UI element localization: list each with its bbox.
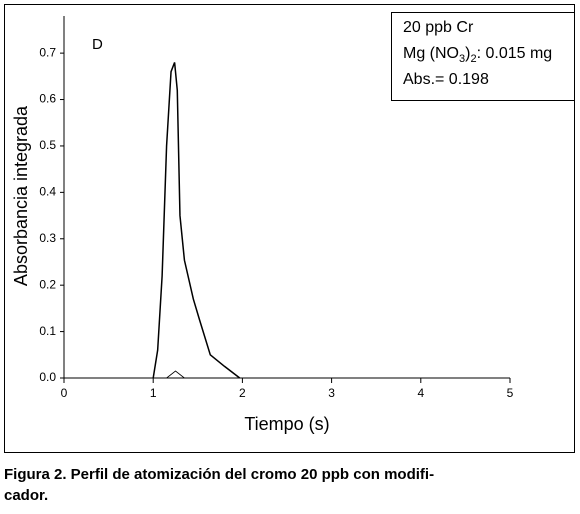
annotation: Mg (NO3)2: 0.015 mg — [403, 45, 552, 65]
y-axis-label: Absorbancia integrada — [11, 105, 31, 286]
y-tick-label: 0.4 — [39, 185, 56, 199]
panel-label: D — [92, 36, 103, 53]
y-tick-label: 0.2 — [39, 277, 56, 291]
x-tick-label: 2 — [239, 386, 246, 400]
y-tick-label: 0.0 — [39, 370, 56, 384]
annotation-part: Mg (NO — [403, 45, 459, 62]
annotation-part: 2 — [470, 53, 476, 65]
x-tick-label: 1 — [150, 386, 157, 400]
data-line — [166, 370, 185, 379]
caption: cador. — [4, 487, 48, 504]
y-tick-label: 0.3 — [39, 231, 56, 245]
annotation: Abs.= 0.198 — [403, 71, 489, 88]
y-tick-label: 0.5 — [39, 138, 56, 152]
annotation-part: 3 — [459, 53, 465, 65]
annotation-part: ) — [465, 45, 470, 62]
y-tick-label: 0.7 — [39, 45, 56, 59]
caption: Figura 2. Perfil de atomización del crom… — [4, 466, 434, 483]
x-tick-label: 0 — [61, 386, 68, 400]
y-tick-label: 0.6 — [39, 92, 56, 106]
x-tick-label: 3 — [328, 386, 335, 400]
data-line — [152, 62, 241, 379]
frame — [4, 4, 575, 453]
x-axis-label: Tiempo (s) — [244, 414, 329, 434]
annotation-part: : 0.015 mg — [477, 45, 553, 62]
annotation: 20 ppb Cr — [403, 19, 474, 36]
y-tick-label: 0.1 — [39, 324, 56, 338]
annotation-box — [391, 12, 575, 101]
x-tick-label: 5 — [507, 386, 514, 400]
x-tick-label: 4 — [417, 386, 424, 400]
